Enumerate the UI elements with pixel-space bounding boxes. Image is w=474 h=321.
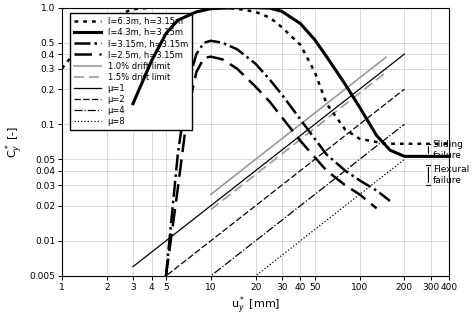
X-axis label: u$_y^*$ [mm]: u$_y^*$ [mm] [231, 295, 280, 317]
Y-axis label: C$_y^*$ [-]: C$_y^*$ [-] [4, 126, 27, 158]
Text: Sliding
failure: Sliding failure [433, 140, 464, 160]
Text: Flexural
failure: Flexural failure [433, 165, 469, 185]
Legend: l=6.3m, h=3.15m, l=4.3m, h=3.15m, l=3.15m, h=3.15m, l=2.5m, h=3.15m, 1.0% drift : l=6.3m, h=3.15m, l=4.3m, h=3.15m, l=3.15… [70, 13, 192, 130]
